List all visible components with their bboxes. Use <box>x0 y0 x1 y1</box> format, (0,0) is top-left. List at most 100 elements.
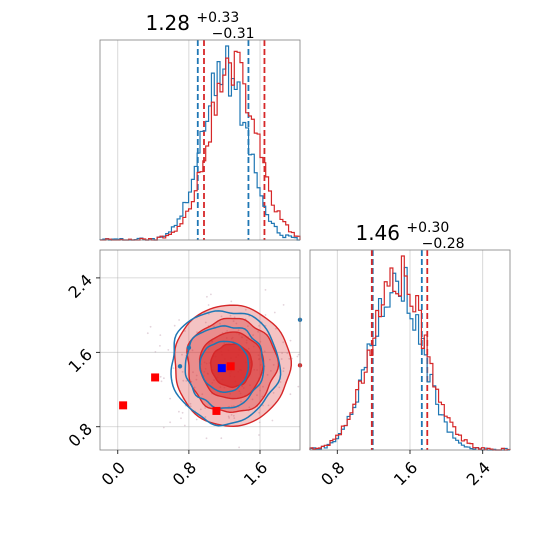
sample-point <box>169 397 172 400</box>
contour-x-tick-label-0: 0.0 <box>98 458 129 489</box>
sample-point <box>258 434 260 436</box>
sample-point <box>264 289 267 291</box>
sample-point <box>204 416 207 418</box>
sample-point <box>180 417 182 420</box>
sample-point <box>172 367 175 370</box>
hist-right-grid <box>336 250 484 450</box>
hist-right-title-minus: −0.28 <box>422 236 465 252</box>
contour-x-tick-label-2: 1.6 <box>240 458 271 489</box>
sample-point <box>289 339 292 342</box>
sample-point <box>167 349 170 351</box>
sample-point <box>169 421 172 424</box>
sample-point <box>280 358 283 360</box>
sample-point <box>210 293 212 296</box>
stray-point-2 <box>186 345 192 350</box>
sample-point <box>185 380 188 382</box>
sample-point <box>282 304 285 306</box>
sample-point <box>264 314 267 316</box>
sample-point <box>181 411 184 414</box>
hist-top-series <box>99 45 301 241</box>
hist-top-title-minus: −0.31 <box>212 26 255 42</box>
sample-point <box>248 406 251 409</box>
sample-point <box>229 314 232 317</box>
hist-top-frame <box>99 39 301 241</box>
sample-point <box>271 419 274 422</box>
sample-point <box>258 411 260 414</box>
contour-panel: 0.0 0.8 1.6 0.81.62.4 <box>65 249 303 489</box>
hist-right-x-tick-label-1: 1.6 <box>390 458 421 489</box>
hist-right-title-value: 1.46 <box>355 221 400 245</box>
sample-point <box>196 331 198 333</box>
sample-point <box>262 385 264 388</box>
contour-lines <box>170 310 282 427</box>
hist-right-quantile-lines <box>370 250 429 450</box>
sample-point <box>184 330 186 332</box>
sample-point <box>233 316 236 319</box>
sample-point <box>189 402 192 405</box>
sample-point <box>296 355 299 358</box>
sample-point <box>247 325 249 327</box>
hist-right-title: 1.46 +0.30 −0.28 <box>355 213 464 252</box>
sample-point <box>257 330 259 333</box>
sample-point <box>289 393 292 396</box>
sample-point <box>282 367 285 370</box>
sample-point <box>149 325 152 328</box>
sample-point <box>273 311 276 314</box>
sample-point <box>235 322 238 325</box>
sample-point <box>230 405 233 408</box>
contour-x-ticks: 0.0 0.8 1.6 <box>98 450 271 489</box>
sample-point <box>263 350 266 353</box>
sample-point <box>159 375 162 378</box>
hist-right-title-plus: +0.30 <box>406 220 449 236</box>
sample-point <box>256 394 258 397</box>
sample-point <box>201 393 204 396</box>
sample-point <box>213 325 216 328</box>
contour-y-tick-label-0: 0.8 <box>65 419 96 450</box>
sample-point <box>163 377 165 380</box>
sample-point <box>206 295 208 298</box>
sample-point <box>173 324 176 327</box>
sample-point <box>279 381 282 383</box>
red-marker-2 <box>212 406 221 415</box>
sample-point <box>183 424 186 427</box>
hist-right-x-ticks: 0.8 1.6 2.4 <box>317 450 494 489</box>
sample-point <box>146 332 149 335</box>
sample-point <box>262 404 264 407</box>
sample-point <box>244 308 247 311</box>
sample-point <box>227 415 230 418</box>
sample-point <box>195 374 198 377</box>
sample-point <box>181 371 184 373</box>
sample-point <box>258 325 260 327</box>
sample-point <box>193 386 196 389</box>
sample-point <box>192 371 194 374</box>
sample-point <box>189 405 192 408</box>
sample-point <box>199 408 202 411</box>
contour-markers <box>119 317 303 415</box>
sample-point <box>282 341 285 344</box>
hist-right-series-1 <box>309 255 511 451</box>
sample-point <box>272 392 275 394</box>
sample-point <box>238 446 241 449</box>
sample-point <box>178 410 180 413</box>
sample-point <box>220 315 223 318</box>
sample-point <box>297 353 300 356</box>
blue-contour-2 <box>199 340 250 393</box>
sample-point <box>226 330 229 332</box>
sample-point <box>191 349 194 352</box>
hist-right-x-tick-label-0: 0.8 <box>317 458 348 489</box>
hist-top-series-1 <box>100 50 301 241</box>
sample-point <box>195 378 198 381</box>
sample-point <box>230 300 233 303</box>
sample-point <box>275 327 277 330</box>
contour-frame <box>99 249 301 451</box>
sample-point <box>204 321 207 324</box>
blue-contour-0 <box>170 310 282 427</box>
sample-point <box>230 414 233 416</box>
hist-top-series-0 <box>99 45 300 241</box>
sample-point <box>278 386 281 389</box>
sample-point <box>261 395 264 398</box>
sample-point <box>251 398 254 401</box>
hist-top-title-value: 1.28 <box>145 11 190 35</box>
sample-point <box>252 334 255 336</box>
